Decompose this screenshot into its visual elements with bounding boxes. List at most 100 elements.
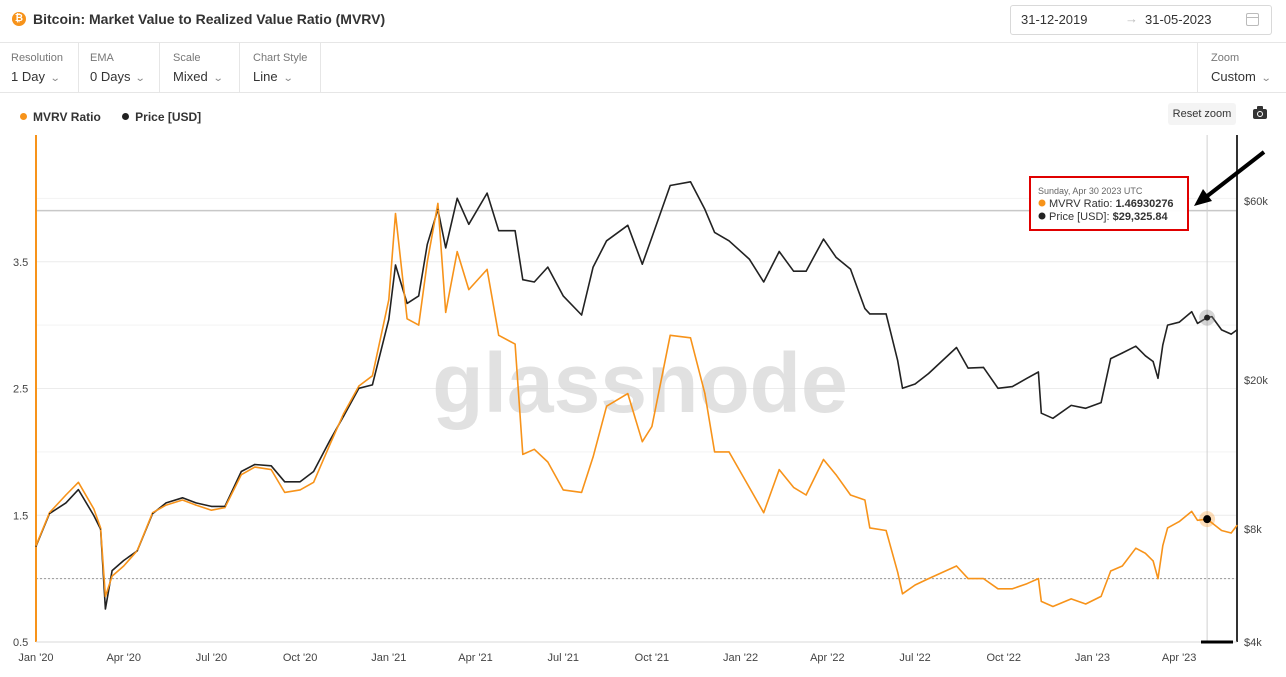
mvrv-point [1052,605,1054,608]
price-point [394,264,397,266]
price-point [358,387,360,389]
start-date-input[interactable]: 31-12-2019 [1021,12,1088,27]
mvrv-point [1211,522,1213,524]
x-tick-label: Jul '21 [548,652,579,664]
mvrv-point [748,486,750,488]
price-point [955,346,958,349]
mvrv-point [864,499,866,501]
mvrv-point [835,474,837,476]
date-range-picker[interactable]: 31-12-2019 → 31-05-2023 [1010,5,1272,35]
price-point [1157,377,1159,379]
camera-icon[interactable] [1253,106,1267,119]
mvrv-point [592,456,594,458]
price-point [1162,344,1164,346]
legend-item-price[interactable]: Price [USD] [122,110,201,124]
price-point [104,608,106,610]
price-point [849,268,852,270]
mvrv-point [426,261,428,263]
price-point [93,514,95,517]
chevron-down-icon: ⌄ [1260,73,1272,84]
mvrv-point [901,593,904,595]
mvrv-point [104,595,106,597]
chart-style-dropdown[interactable]: Chart Style Line ⌄ [242,43,321,92]
price-point [1211,316,1213,318]
price-point [77,488,80,491]
resolution-label: Resolution [11,52,63,64]
x-tick-label: Jul '20 [196,652,227,664]
annotation-arrow [1194,150,1266,644]
tooltip-date: Sunday, Apr 30 2023 UTC [1038,186,1143,196]
price-point [1152,360,1154,363]
chart-tooltip: Sunday, Apr 30 2023 UTC MVRV Ratio: 1.46… [1029,176,1189,231]
price-point [1178,321,1180,323]
ema-dropdown[interactable]: EMA 0 Days ⌄ [79,43,160,92]
price-point [445,247,447,249]
price-point [1121,352,1123,354]
mvrv-point [284,491,286,494]
price-point [1220,329,1223,331]
end-date-input[interactable]: 31-05-2023 [1145,12,1212,27]
price-point [1236,329,1238,331]
mvrv-point [1135,547,1137,549]
mvrv-point [1191,510,1193,513]
mvrv-point [1167,527,1169,529]
reset-zoom-button[interactable]: Reset zoom [1168,103,1236,125]
zoom-dropdown[interactable]: Zoom Custom ⌄ [1197,43,1286,92]
mvrv-point [547,461,549,463]
mvrv-point [48,512,51,514]
mvrv-point [1144,552,1147,554]
mvrv-point [793,486,795,488]
calendar-icon[interactable] [1246,13,1259,26]
mvrv-point [270,469,272,471]
mvrv-point [778,469,780,471]
chart-style-value: Line [253,69,278,84]
mvrv-point [897,571,899,573]
mvrv-point [123,565,125,567]
price-point [486,192,488,194]
resolution-dropdown[interactable]: Resolution 1 Day ⌄ [0,43,79,92]
price-point [901,387,904,389]
mvrv-point [65,494,67,496]
tooltip-dot-mvrv [1038,199,1046,207]
mvrv-point [388,299,390,301]
price-point [1070,404,1072,407]
price-point [533,281,535,283]
header-bar: ₿ Bitcoin: Market Value to Realized Valu… [0,0,1286,43]
price-point [897,360,899,362]
price-point [669,184,671,187]
tooltip-mvrv-value: 1.46930276 [1115,198,1173,210]
price-point [562,295,564,297]
y-right-tick-label: $4k [1244,637,1262,649]
price-point [329,439,331,441]
price-point [927,372,930,375]
mvrv-point [927,578,930,580]
legend-label-price: Price [USD] [135,110,202,124]
tooltip-price-value: $29,325.84 [1113,211,1169,223]
mvrv-point [1121,565,1123,567]
price-point [606,240,608,242]
mvrv-point [371,375,373,377]
mvrv-point [1037,578,1040,580]
mvrv-point [704,392,706,395]
mvrv-point [1236,524,1238,526]
price-point [778,250,780,253]
mvrv-point [1152,560,1154,562]
price-point [713,231,716,233]
mvrv-point [468,289,470,291]
mvrv-point [358,385,360,387]
price-point [914,383,916,385]
price-point [864,307,866,310]
chart-legend: MVRV Ratio Price [USD] [20,110,219,124]
price-point [748,258,750,260]
chevron-down-icon: ⌄ [135,73,147,84]
chevron-down-icon: ⌄ [212,73,224,84]
price-point [254,463,256,466]
arrow-head [1194,189,1212,206]
price-point [418,295,420,297]
legend-item-mvrv[interactable]: MVRV Ratio [20,110,101,124]
scale-dropdown[interactable]: Scale Mixed ⌄ [162,43,240,92]
price-point [835,256,837,258]
scale-value: Mixed [173,69,208,84]
mvrv-point [885,529,887,532]
